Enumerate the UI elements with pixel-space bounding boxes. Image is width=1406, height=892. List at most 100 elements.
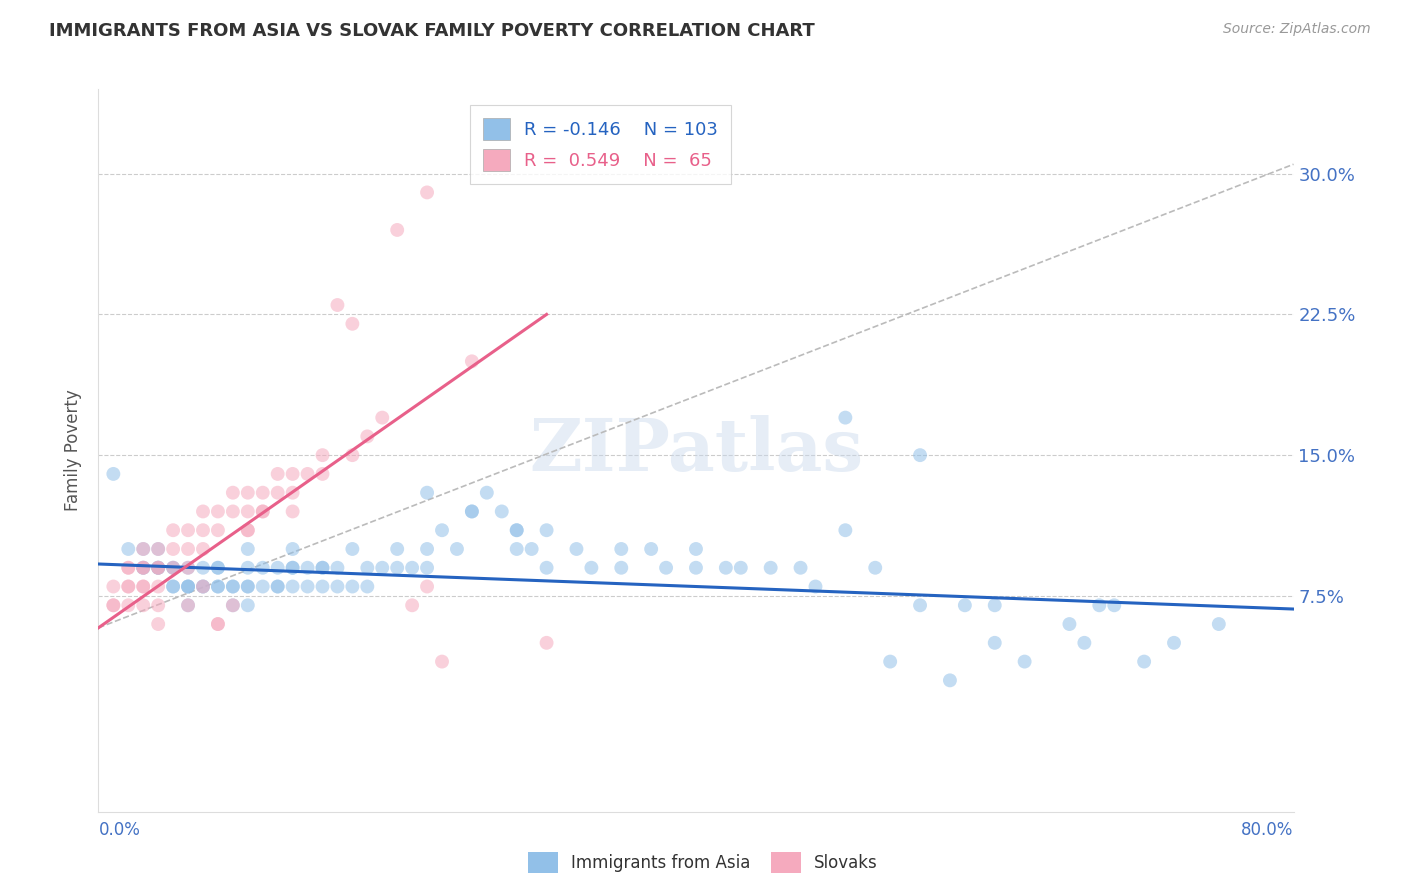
Point	[236, 599, 259, 613]
Point	[536, 636, 558, 650]
Point	[281, 560, 304, 574]
Point	[132, 541, 155, 556]
Point	[207, 580, 229, 594]
Point	[252, 504, 274, 518]
Point	[371, 560, 394, 574]
Point	[222, 485, 245, 500]
Point	[252, 560, 274, 574]
Point	[506, 523, 529, 537]
Point	[132, 580, 155, 594]
Point	[103, 599, 125, 613]
Point	[191, 560, 214, 574]
Point	[117, 541, 139, 556]
Point	[789, 560, 811, 574]
Y-axis label: Family Poverty: Family Poverty	[65, 390, 83, 511]
Legend: R = -0.146    N = 103, R =  0.549    N =  65: R = -0.146 N = 103, R = 0.549 N = 65	[470, 105, 731, 184]
Point	[207, 504, 229, 518]
Point	[103, 580, 125, 594]
Point	[865, 560, 887, 574]
Point	[191, 504, 214, 518]
Point	[385, 541, 409, 556]
Point	[117, 599, 139, 613]
Point	[311, 448, 333, 462]
Point	[311, 560, 333, 574]
Point	[252, 504, 274, 518]
Point	[222, 580, 245, 594]
Point	[191, 580, 214, 594]
Point	[267, 560, 290, 574]
Point	[177, 560, 200, 574]
Point	[730, 560, 752, 574]
Point	[148, 560, 170, 574]
Point	[401, 560, 423, 574]
Point	[177, 580, 200, 594]
Point	[342, 448, 364, 462]
Point	[685, 560, 707, 574]
Point	[297, 580, 319, 594]
Text: 80.0%: 80.0%	[1241, 822, 1294, 839]
Point	[326, 560, 349, 574]
Point	[834, 410, 856, 425]
Point	[148, 560, 170, 574]
Point	[207, 580, 229, 594]
Point	[132, 560, 155, 574]
Point	[132, 560, 155, 574]
Point	[117, 580, 139, 594]
Point	[132, 580, 155, 594]
Point	[1208, 617, 1230, 632]
Point	[207, 560, 229, 574]
Point	[222, 599, 245, 613]
Point	[939, 673, 962, 688]
Point	[1073, 636, 1095, 650]
Point	[132, 541, 155, 556]
Point	[416, 541, 439, 556]
Point	[207, 617, 229, 632]
Point	[685, 541, 707, 556]
Point	[236, 523, 259, 537]
Point	[236, 541, 259, 556]
Point	[281, 467, 304, 481]
Point	[252, 580, 274, 594]
Point	[834, 523, 856, 537]
Point	[1014, 655, 1036, 669]
Point	[1163, 636, 1185, 650]
Point	[984, 599, 1007, 613]
Point	[446, 541, 468, 556]
Point	[162, 560, 184, 574]
Point	[177, 599, 200, 613]
Point	[430, 655, 453, 669]
Point	[191, 541, 214, 556]
Point	[1133, 655, 1156, 669]
Point	[236, 523, 259, 537]
Point	[759, 560, 782, 574]
Point	[491, 504, 513, 518]
Point	[148, 560, 170, 574]
Point	[804, 580, 827, 594]
Point	[117, 560, 139, 574]
Point	[879, 655, 901, 669]
Point	[475, 485, 498, 500]
Point	[162, 541, 184, 556]
Point	[236, 580, 259, 594]
Point	[416, 186, 439, 200]
Point	[162, 580, 184, 594]
Point	[148, 560, 170, 574]
Point	[311, 580, 333, 594]
Point	[148, 599, 170, 613]
Point	[236, 485, 259, 500]
Point	[267, 580, 290, 594]
Point	[385, 223, 409, 237]
Point	[416, 485, 439, 500]
Point	[177, 580, 200, 594]
Point	[342, 580, 364, 594]
Point	[342, 317, 364, 331]
Point	[610, 541, 633, 556]
Point	[461, 354, 484, 368]
Point	[581, 560, 603, 574]
Point	[356, 429, 378, 443]
Point	[1104, 599, 1126, 613]
Point	[281, 485, 304, 500]
Point	[416, 580, 439, 594]
Point	[117, 580, 139, 594]
Point	[222, 599, 245, 613]
